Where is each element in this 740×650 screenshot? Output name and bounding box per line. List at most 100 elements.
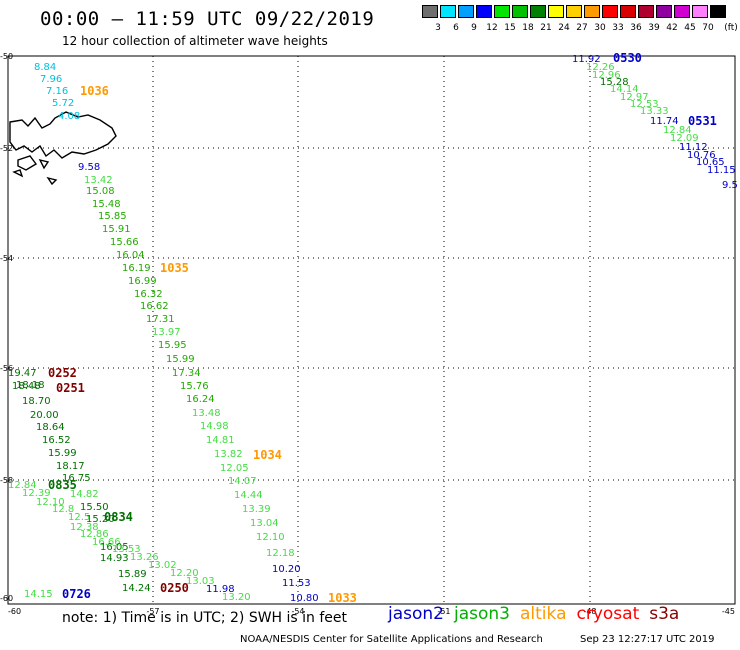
wave-height-value: 16.52 [42,435,71,446]
wave-height-value: 10.80 [290,593,319,604]
wave-height-value: 15.76 [180,381,209,392]
wave-height-value: 18.18 [16,380,45,391]
wave-height-value: 14.93 [100,553,129,564]
wave-height-value: 12.10 [36,497,65,508]
legend-level-label: 33 [612,23,624,33]
wave-height-value: 12.86 [80,529,109,540]
wave-height-value: 17.31 [146,314,175,325]
satellite-legend-s3a: s3a [649,604,680,624]
wave-height-value: 9.58 [78,162,100,173]
wave-height-value: 15.99 [166,354,195,365]
latitude-tick: -50 [0,52,13,61]
legend-level-label: 9 [471,23,477,33]
legend-level-label: 21 [540,23,552,33]
wave-height-value: 20.00 [30,410,59,421]
wave-height-value: 16.99 [128,276,157,287]
legend-level-label: 42 [666,23,678,33]
pass-time-label: 1035 [160,261,189,275]
wave-height-value: 15.28 [600,77,629,88]
wave-height-value: 11.53 [282,578,311,589]
latitude-tick-labels: -50 -52 -54 -56 -58 -60 [0,52,13,603]
wave-height-value: 16.19 [122,263,151,274]
falkland-islands-coastline [9,111,117,186]
wave-height-value: 19.47 [8,368,37,379]
legend-swatch [458,5,474,18]
wave-height-value: 16.05 [100,542,129,553]
pass-time-label: 0250 [160,581,189,595]
wave-height-value: 12.38 [70,522,99,533]
wave-height-value: 7.96 [40,74,62,85]
wave-height-value: 14.14 [610,84,639,95]
wave-height-labels: 11.92 053012.2612.9615.2814.1412.9712.531… [8,51,738,605]
wave-height-value: 18.48 [12,381,41,392]
wave-height-value: 15.99 [48,448,77,459]
pass-time-label: 0835 [48,478,77,492]
pass-time-label: 0531 [688,114,717,128]
wave-height-value: 12.8 [52,504,74,515]
legend-level-label: 39 [648,23,660,33]
wave-height-value: 14.24 [122,583,151,594]
wave-height-value: 15.95 [158,340,187,351]
wave-height-value: 11.98 [206,584,235,595]
wave-height-value: 16.24 [186,394,215,405]
wave-height-value: 15.20 [86,514,115,525]
wave-height-value: 15.89 [118,569,147,580]
legend-level-label: 45 [684,23,696,33]
satellite-legend: jason2 jason3 altika cryosat s3a [388,604,689,624]
wave-height-value: 14.15 [24,589,53,600]
wave-height-value: 14.44 [234,490,263,501]
wave-height-value: 15.48 [92,199,121,210]
pass-time-label: 0726 [62,587,91,601]
legend-swatch [584,5,600,18]
legend-swatch [620,5,636,18]
wave-height-value: 14.07 [228,476,257,487]
longitude-tick: -60 [8,607,21,616]
latitude-tick: -52 [0,144,13,153]
pass-time-label: 1033 [328,591,357,605]
wave-height-value: 12.84 [663,125,692,136]
map-title: 00:00 — 11:59 UTC 09/22/2019 [40,8,375,30]
wave-height-value: 13.26 [130,552,159,563]
satellite-legend-jason2: jason2 [388,604,444,624]
generation-timestamp: Sep 23 12:27:17 UTC 2019 [580,634,715,645]
wave-height-value: 12.5 [68,512,90,523]
wave-height-value: 13.39 [242,504,271,515]
satellite-legend-jason3: jason3 [454,604,510,624]
wave-height-value: 13.97 [152,327,181,338]
latitude-tick: -54 [0,254,13,263]
legend-level-label: 18 [522,23,534,33]
credit-line: NOAA/NESDIS Center for Satellite Applica… [240,634,543,645]
wave-height-value: 16.62 [140,301,169,312]
pass-time-label: 0834 [104,510,133,524]
longitude-tick-labels: -60 -57 -54 -51 -48 -45 [8,607,735,616]
wave-height-value: 18.70 [22,396,51,407]
legend-swatch [656,5,672,18]
wave-height-value: 12.09 [670,133,699,144]
wave-height-value: 13.20 [222,592,251,603]
longitude-tick: -48 [583,607,596,616]
wave-height-value: 13.82 [214,449,243,460]
latitude-tick: -58 [0,476,13,485]
wave-height-value: 9.5 [722,180,738,191]
legend-swatch [422,5,438,18]
longitude-tick: -57 [146,607,159,616]
wave-height-value: 5.72 [52,98,74,109]
wave-height-value: 12.26 [586,62,615,73]
wave-height-value: 18.64 [36,422,65,433]
wave-height-value: 15.50 [80,502,109,513]
wave-height-value: 14.82 [70,489,99,500]
legend-swatch [692,5,708,18]
pass-time-label: 1036 [80,84,109,98]
wave-height-value: 11.12 [679,142,708,153]
legend-swatch [548,5,564,18]
gridlines [8,56,735,604]
legend-swatch [530,5,546,18]
legend-swatch [476,5,492,18]
wave-height-value: 7.16 [46,86,68,97]
wave-height-value: 12.53 [630,99,659,110]
wave-height-value: 8.84 [34,62,56,73]
legend-swatch [440,5,456,18]
legend-level-label: 24 [558,23,570,33]
wave-height-value: 15.66 [110,237,139,248]
legend-swatch [512,5,528,18]
